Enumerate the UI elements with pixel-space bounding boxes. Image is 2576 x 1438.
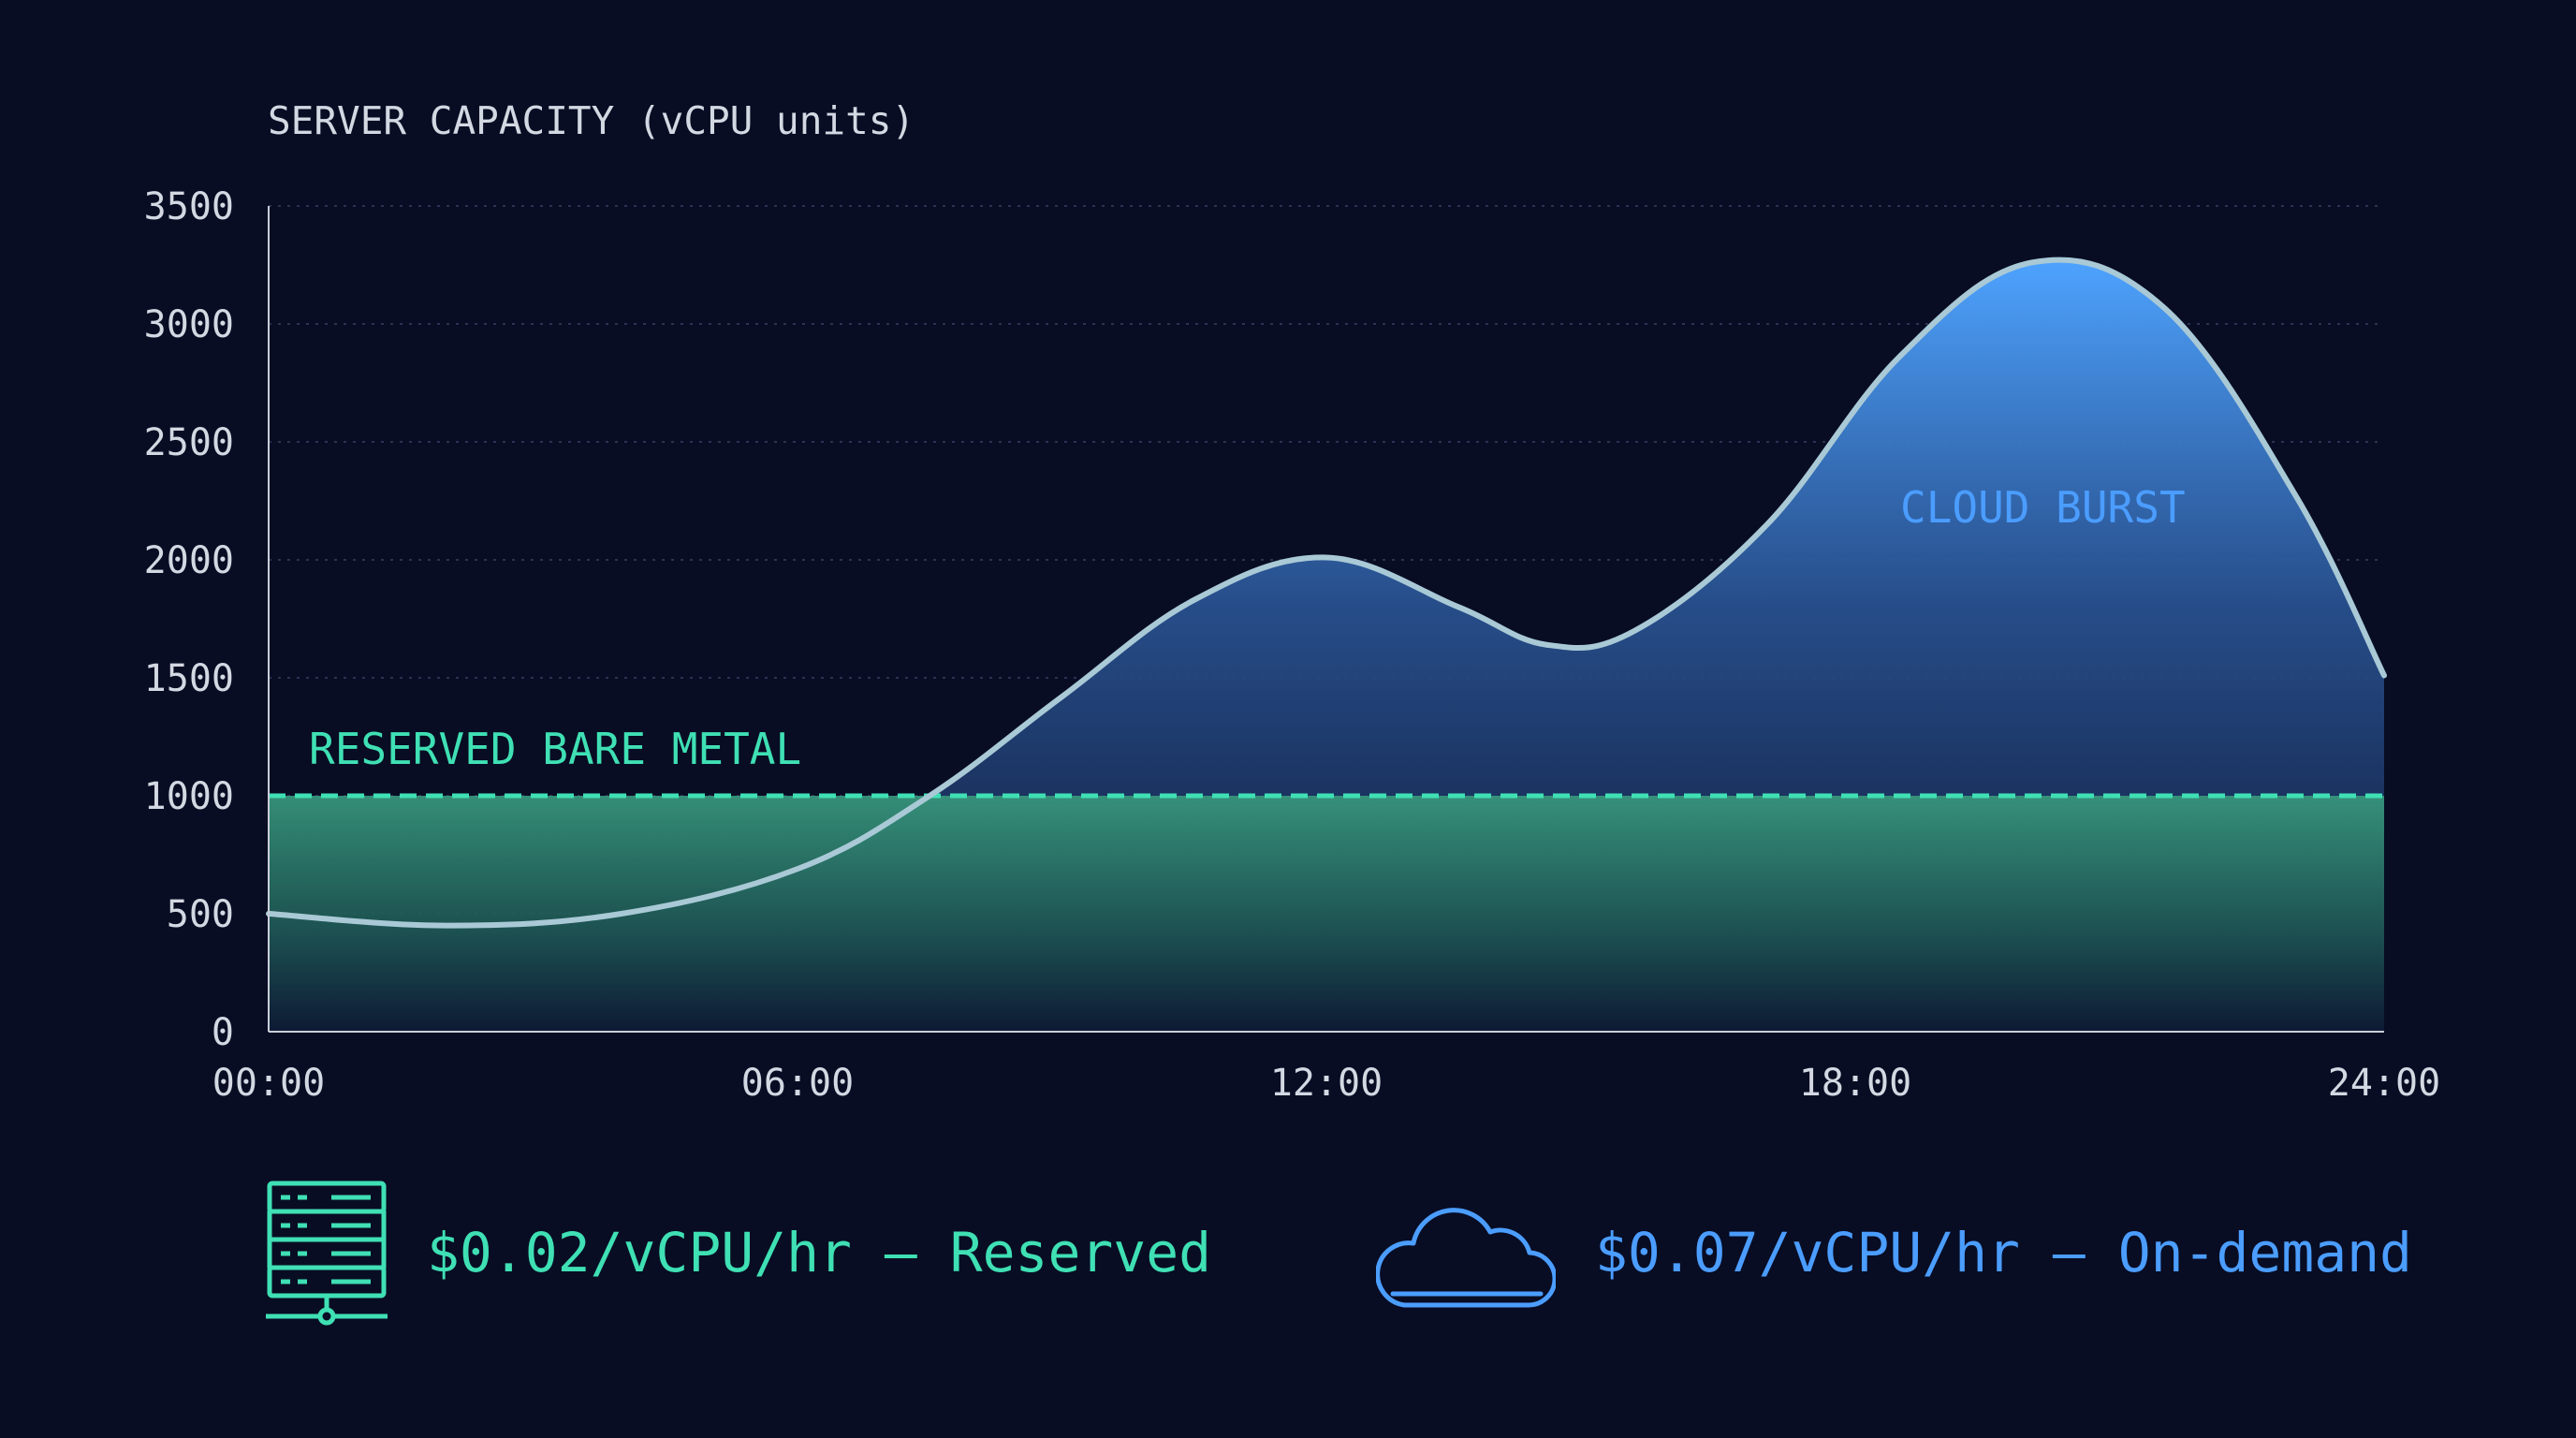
legend-ondemand: $0.07/vCPU/hr — On-demand <box>1376 1178 2412 1328</box>
y-tick-label: 2500 <box>144 421 234 464</box>
legend-reserved: $0.02/vCPU/hr — Reserved <box>266 1178 1211 1328</box>
reserved-price-label: $0.02/vCPU/hr — Reserved <box>427 1221 1212 1284</box>
y-tick-labels: 0 500 1000 1500 2000 2500 3000 3500 <box>144 185 234 1054</box>
y-tick-label: 3000 <box>144 303 234 346</box>
x-tick-label: 18:00 <box>1799 1062 1911 1105</box>
cloud-burst-label: CLOUD BURST <box>1900 482 2186 533</box>
y-tick-label: 2000 <box>144 539 234 582</box>
reserved-area <box>269 796 2384 1032</box>
x-tick-label: 06:00 <box>741 1062 854 1105</box>
y-axis-title: SERVER CAPACITY (vCPU units) <box>268 98 915 143</box>
x-tick-labels: 00:00 06:00 12:00 18:00 24:00 <box>212 1062 2440 1105</box>
ondemand-price-label: $0.07/vCPU/hr — On-demand <box>1595 1221 2412 1284</box>
x-tick-label: 00:00 <box>212 1062 325 1105</box>
y-tick-label: 0 <box>212 1011 234 1054</box>
y-tick-label: 500 <box>167 893 234 936</box>
y-tick-label: 1000 <box>144 775 234 818</box>
x-tick-label: 24:00 <box>2328 1062 2440 1105</box>
y-tick-label: 1500 <box>144 657 234 700</box>
demand-curve <box>266 257 2387 929</box>
y-tick-label: 3500 <box>144 185 234 228</box>
server-rack-icon <box>266 1181 388 1326</box>
reserved-bare-metal-label: RESERVED BARE METAL <box>309 724 801 774</box>
x-tick-label: 12:00 <box>1270 1062 1383 1105</box>
cloud-icon <box>1376 1208 1556 1308</box>
